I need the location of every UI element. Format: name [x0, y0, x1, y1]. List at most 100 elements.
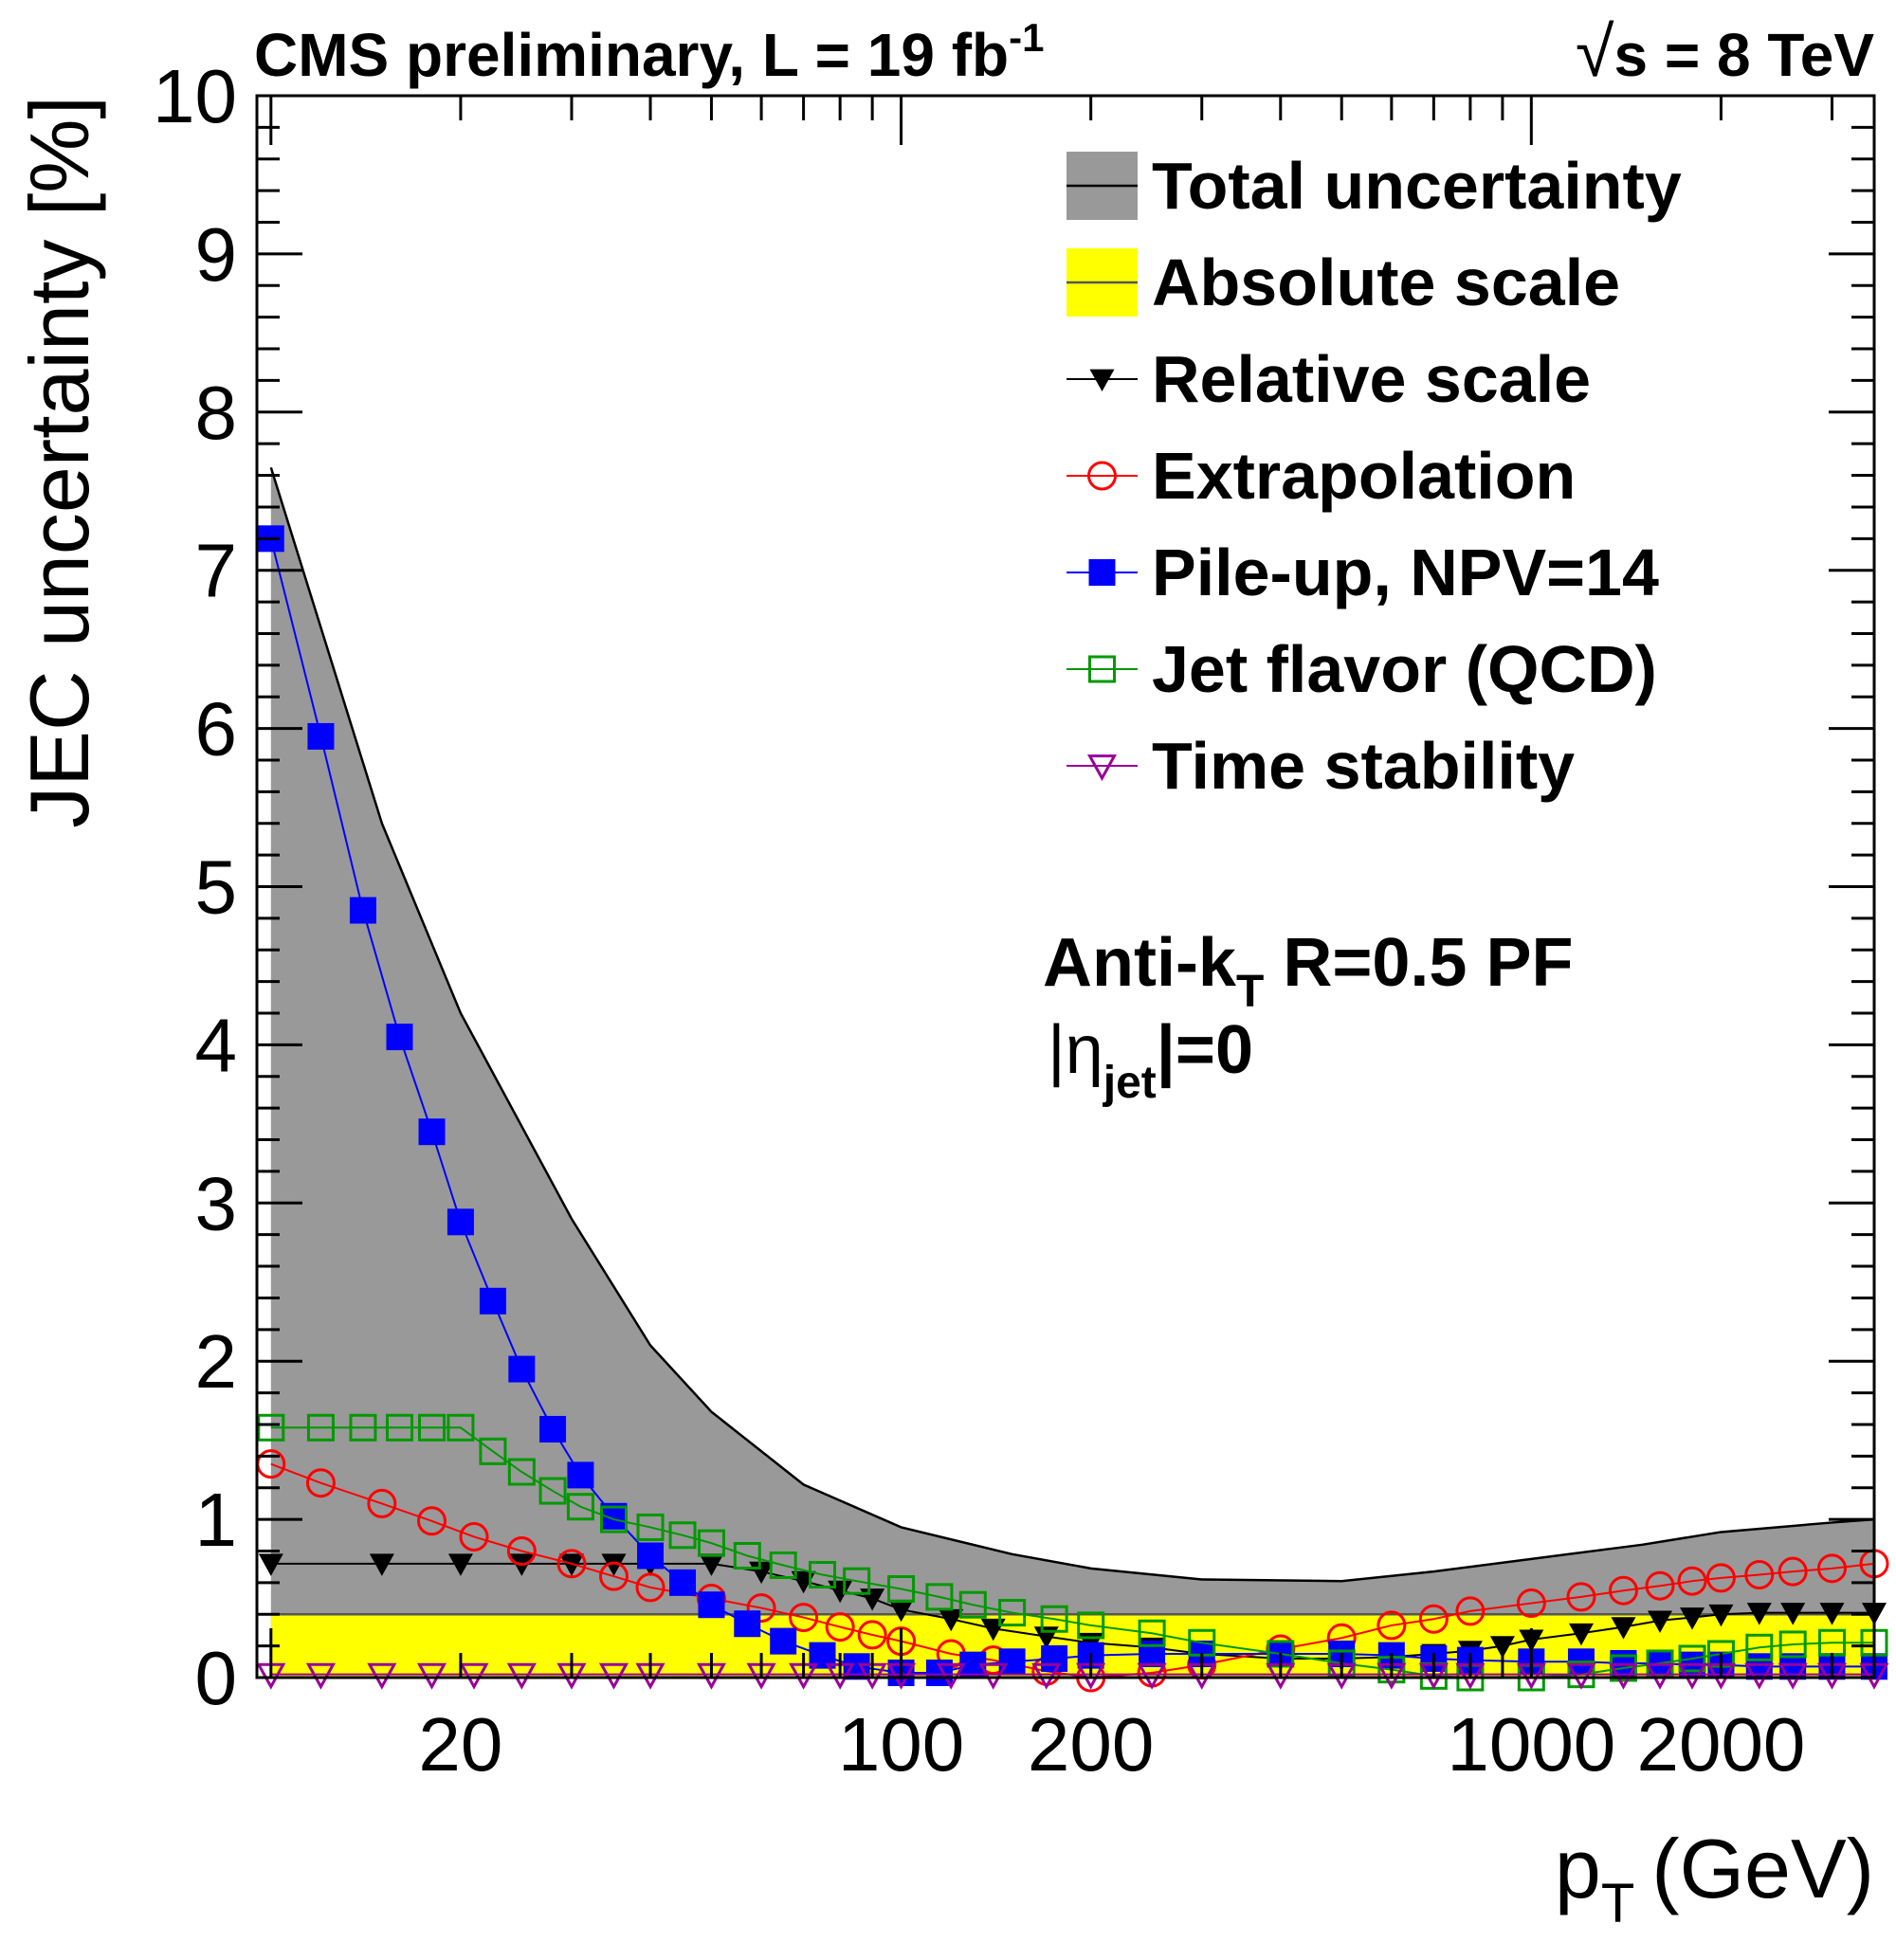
x-axis-title: pT (GeV) — [1555, 1822, 1874, 1934]
time-stability-point — [416, 1662, 447, 1690]
y-tick-label: 3 — [195, 1161, 238, 1245]
relative-scale-point — [258, 1553, 283, 1576]
y-tick-label: 10 — [153, 54, 237, 138]
pile-up-npv-14-point — [734, 1610, 761, 1638]
extrapolation-point — [598, 1561, 629, 1591]
legend-label-pile-up-npv-14: Pile-up, NPV=14 — [1152, 535, 1659, 609]
extrapolation-point — [746, 1593, 776, 1624]
y-tick-label: 2 — [195, 1319, 238, 1404]
x-tick-label: 1000 — [1447, 1702, 1615, 1787]
legend-label-time-stability: Time stability — [1152, 729, 1575, 803]
jet-eta-value: |=0 — [1157, 1012, 1253, 1088]
extrapolation-point — [1608, 1575, 1638, 1606]
extrapolation-point — [417, 1506, 447, 1536]
legend: Total uncertainty Absolute scale Relative … — [1066, 149, 1682, 803]
y-tick-label: 0 — [195, 1636, 238, 1720]
pile-up-npv-14-point — [567, 1461, 594, 1489]
jet-flavor-qcd-point — [1745, 1633, 1774, 1661]
relative-scale-point — [1611, 1617, 1636, 1640]
jet-flavor-qcd-point — [257, 1413, 285, 1442]
legend-entry-time-stability: Time stability — [1066, 729, 1575, 803]
y-tick-label: 9 — [195, 212, 238, 297]
jet-flavor-qcd-point — [769, 1552, 797, 1580]
extrapolation-point — [459, 1521, 489, 1552]
jet-flavor-qcd-point — [1040, 1605, 1068, 1633]
extrapolation-point — [825, 1612, 855, 1642]
extrapolation-point — [305, 1468, 336, 1498]
extrapolation-point — [1677, 1566, 1707, 1596]
relative-scale-point — [447, 1553, 473, 1576]
extrapolation-point — [1455, 1596, 1486, 1626]
jet-flavor-qcd-point — [1678, 1644, 1706, 1673]
legend-marker-pile-up-npv-14 — [1088, 559, 1116, 586]
pile-up-npv-14-point — [1745, 1653, 1773, 1680]
time-stability-point — [1608, 1662, 1639, 1690]
pile-up-npv-14-point — [539, 1415, 567, 1443]
y-tick-label: 6 — [195, 687, 238, 771]
extrapolation-point — [1418, 1604, 1449, 1634]
extrapolation-point — [367, 1488, 397, 1518]
x-tick-label: 100 — [838, 1702, 964, 1787]
time-stability-point — [1137, 1662, 1167, 1690]
legend-label-jet-flavor-qcd: Jet flavor (QCD) — [1152, 632, 1657, 706]
pile-up-npv-14-point — [669, 1569, 697, 1596]
jet-flavor-qcd-point — [733, 1541, 761, 1570]
extrapolation-point — [1516, 1588, 1546, 1619]
relative-scale-point — [1489, 1636, 1515, 1659]
pile-up-npv-14-point — [698, 1591, 725, 1619]
jet-flavor-qcd-point — [447, 1413, 475, 1442]
time-stability-point — [1744, 1662, 1775, 1690]
jet-algorithm-subscript: T — [1236, 967, 1264, 1017]
legend-label-extrapolation: Extrapolation — [1152, 439, 1576, 513]
time-stability-point — [1778, 1662, 1808, 1690]
relative-scale-point — [558, 1553, 584, 1576]
jet-flavor-qcd-point — [809, 1561, 837, 1589]
jet-flavor-qcd-point — [306, 1413, 335, 1442]
legend-label-absolute-scale: Absolute scale — [1152, 245, 1620, 319]
jet-flavor-qcd-point — [998, 1599, 1027, 1627]
legend-label-total-uncertainty: Total uncertainty — [1152, 149, 1682, 223]
extrapolation-point — [1816, 1553, 1847, 1584]
jet-flavor-qcd-point — [566, 1493, 594, 1521]
x-axis-title-unit: (GeV) — [1651, 1822, 1874, 1915]
y-tick-label: 7 — [195, 529, 238, 613]
relative-scale-point — [1648, 1610, 1673, 1633]
legend-label-relative-scale: Relative scale — [1152, 342, 1591, 416]
extrapolation-point — [635, 1572, 665, 1603]
jet-flavor-qcd-point — [668, 1521, 697, 1550]
jet-algorithm-parameters: R=0.5 PF — [1264, 925, 1573, 1001]
extrapolation-point — [857, 1620, 887, 1650]
relative-scale-point — [1780, 1603, 1806, 1625]
x-axis-title-symbol: p — [1555, 1822, 1601, 1915]
jet-flavor-qcd-point — [925, 1583, 954, 1611]
header-experiment-text: CMS preliminary, L = 19 fb — [254, 21, 1009, 89]
time-stability-point — [1566, 1662, 1596, 1690]
legend-marker-relative-scale — [1089, 369, 1115, 391]
pile-up-npv-14-point — [307, 722, 335, 750]
pile-up-npv-14-point — [508, 1355, 536, 1383]
time-stability-point — [459, 1662, 489, 1690]
jet-flavor-qcd-point — [636, 1513, 665, 1541]
legend-entry-relative-scale: Relative scale — [1066, 342, 1591, 416]
x-tick-label: 20 — [418, 1702, 502, 1787]
jet-flavor-qcd-point — [1778, 1630, 1807, 1659]
pile-up-npv-14-point — [386, 1024, 413, 1051]
jet-algorithm-label: Anti-kT R=0.5 PF — [1043, 925, 1573, 1017]
jet-eta-subscript: jet — [1103, 1058, 1157, 1108]
time-stability-point — [1031, 1662, 1062, 1690]
axis-ticks — [257, 94, 1874, 1679]
legend-entry-pile-up-npv-14: Pile-up, NPV=14 — [1066, 535, 1659, 609]
relative-scale-point — [1680, 1607, 1705, 1630]
pile-up-npv-14-point — [479, 1287, 506, 1315]
jet-flavor-qcd-point — [1609, 1654, 1637, 1682]
sqrt-symbol: √ — [1576, 12, 1614, 91]
legend-marker-jet-flavor-qcd — [1088, 655, 1116, 683]
x-axis-title-subscript: T — [1601, 1873, 1634, 1934]
time-stability-point — [598, 1662, 629, 1690]
legend-entry-extrapolation: Extrapolation — [1066, 439, 1576, 513]
time-stability-point — [305, 1662, 336, 1690]
jet-flavor-qcd-point — [538, 1477, 567, 1505]
jet-flavor-qcd-point — [1077, 1611, 1105, 1640]
time-stability-point — [978, 1662, 1009, 1690]
extrapolation-point — [1645, 1570, 1675, 1601]
